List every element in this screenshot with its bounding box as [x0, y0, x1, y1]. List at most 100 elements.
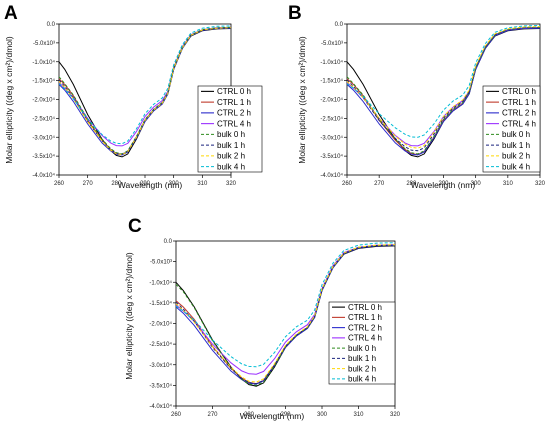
panel-c-series-line	[176, 244, 395, 383]
panel-a-y-tick-label: -1.0x10⁴	[32, 59, 55, 66]
panel-a-y-tick-label: -2.0x10⁴	[32, 97, 55, 104]
panel-a-x-tick-label: 280	[111, 181, 122, 187]
panel-b-series-line	[347, 27, 540, 156]
panel-c: C Wavelength (nm) Molar ellipticity ((de…	[124, 216, 401, 421]
panel-a-x-tick-label: 270	[83, 181, 94, 187]
panel-a-legend-label: bulk 0 h	[217, 130, 245, 139]
panel-c-x-tick-label: 280	[244, 412, 255, 418]
panel-c-x-tick-label: 320	[390, 412, 401, 418]
panel-a-y-tick-label: 0.0	[47, 22, 56, 28]
panel-a-y-tick-label: -5.0x10³	[33, 41, 55, 47]
panel-a-legend-label: bulk 1 h	[217, 141, 245, 150]
panel-c-y-tick-label: -1.5x10⁴	[149, 300, 172, 307]
panel-b-legend-box	[482, 85, 541, 173]
panel-c-legend-label: bulk 2 h	[348, 364, 376, 373]
panel-b-x-tick-label: 320	[535, 181, 546, 187]
panel-b-x-tick-label: 260	[342, 181, 353, 187]
panel-b-x-tick-label: 300	[471, 181, 482, 187]
panel-a-series-line	[59, 25, 231, 145]
panel-a-y-tick-label: -2.5x10⁴	[32, 115, 55, 122]
panel-a-y-tick-label: -4.0x10⁴	[32, 172, 55, 179]
panel-c-legend-label: bulk 4 h	[348, 375, 376, 384]
panel-c-series-group	[176, 242, 395, 387]
panel-b-y-tick-label: -4.0x10⁴	[320, 172, 343, 179]
panel-c-legend-label: CTRL 1 h	[348, 313, 382, 322]
panel-b-series-line	[347, 26, 540, 155]
panel-b-y-tick-label: -1.5x10⁴	[320, 78, 343, 85]
panel-a-x-tick-label: 320	[226, 181, 237, 187]
panel-c-y-tick-label: -2.0x10⁴	[149, 321, 172, 328]
panel-c-y-tick-label: -2.5x10⁴	[149, 341, 172, 348]
panel-c-x-tick-label: 270	[207, 412, 218, 418]
panel-b-series-line	[347, 25, 540, 138]
panel-b-x-tick-label: 310	[503, 181, 514, 187]
panel-c-legend-label: bulk 0 h	[348, 344, 376, 353]
panel-b-series-line	[347, 26, 540, 149]
panel-a-legend-label: bulk 2 h	[217, 152, 245, 161]
panel-b-series-group	[347, 25, 540, 158]
panel-a-series-line	[59, 27, 231, 156]
panel-b-y-tick-label: -5.0x10³	[321, 41, 343, 47]
panel-a-series-line	[59, 26, 231, 155]
panel-c-x-tick-label: 310	[353, 412, 364, 418]
panel-a-x-tick-label: 290	[140, 181, 151, 187]
panel-b-letter: B	[288, 3, 302, 24]
panel-c-y-tick-label: -5.0x10³	[150, 260, 172, 266]
panel-c-legend-label: CTRL 0 h	[348, 303, 382, 312]
panel-b-legend-label: CTRL 2 h	[502, 109, 536, 118]
panel-b-legend-label: bulk 2 h	[502, 152, 530, 161]
panel-a-legend-label: bulk 4 h	[217, 162, 245, 171]
panel-b-y-axis-label: Molar ellipticity ((deg x cm²)/dmol)	[297, 36, 307, 164]
panel-a-x-tick-label: 300	[169, 181, 180, 187]
panel-b-legend-label: bulk 1 h	[502, 141, 530, 150]
panel-a-letter: A	[4, 3, 18, 24]
panel-c-legend-box	[328, 301, 396, 385]
panel-c-letter: C	[128, 216, 142, 237]
panel-c-y-tick-label: -3.0x10⁴	[149, 362, 172, 369]
panel-b-legend-label: CTRL 1 h	[502, 98, 536, 107]
panel-a-x-tick-label: 310	[197, 181, 208, 187]
panel-c-y-tick-label: -4.0x10⁴	[149, 403, 172, 410]
panel-b-y-tick-label: -2.0x10⁴	[320, 97, 343, 104]
panel-a-y-axis-label: Molar ellipticity ((deg x cm²)/dmol)	[4, 36, 14, 164]
panel-a-plot-area: 260 270 280 290 300 310 320 0.0 -5.0x10³ -1.0x10⁴…	[32, 22, 263, 187]
panel-c-x-tick-label: 260	[171, 412, 182, 418]
panel-a-y-tick-label: -3.5x10⁴	[32, 153, 55, 160]
panel-c-x-tick-label: 290	[280, 412, 291, 418]
panel-a: A Wavelength (nm) Molar ellipticity ((de…	[4, 3, 263, 190]
panel-a-x-axis-label: Wavelength (nm)	[118, 180, 183, 190]
panel-b-x-axis-label: Wavelength (nm)	[411, 180, 476, 190]
panel-b-x-tick-label: 270	[374, 181, 385, 187]
panel-a-legend-label: CTRL 2 h	[217, 109, 251, 118]
panel-a-series-group	[59, 25, 231, 158]
panel-a-y-tick-label: -3.0x10⁴	[32, 134, 55, 141]
panel-b-legend-label: bulk 0 h	[502, 130, 530, 139]
panel-b-x-tick-label: 290	[438, 181, 449, 187]
panel-b-legend-label: CTRL 4 h	[502, 119, 536, 128]
panel-c-legend-label: CTRL 2 h	[348, 323, 382, 332]
panel-b-y-tick-label: -2.5x10⁴	[320, 115, 343, 122]
panel-b-legend-label: bulk 4 h	[502, 162, 530, 171]
panel-b-series-line	[347, 26, 540, 152]
panel-c-x-axis-label: Wavelength (nm)	[240, 411, 305, 421]
panel-c-legend-label: CTRL 4 h	[348, 334, 382, 343]
panel-c-y-tick-label: -1.0x10⁴	[149, 279, 172, 286]
panel-a-legend-box	[197, 85, 263, 173]
panel-a-x-tick-label: 260	[54, 181, 65, 187]
panel-a-legend-label: CTRL 0 h	[217, 87, 251, 96]
panel-c-series-line	[176, 242, 395, 368]
panel-c-x-tick-label: 300	[317, 412, 328, 418]
panel-a-legend-label: CTRL 1 h	[217, 98, 251, 107]
panel-b-legend-label: CTRL 0 h	[502, 87, 536, 96]
panel-b-y-tick-label: -3.0x10⁴	[320, 134, 343, 141]
panel-b: B Wavelength (nm) Molar ellipticity ((de…	[288, 3, 546, 190]
panel-a-legend-label: CTRL 4 h	[217, 119, 251, 128]
panel-a-y-tick-label: -1.5x10⁴	[32, 78, 55, 85]
panel-c-y-axis-label: Molar ellipticity ((deg x cm²)/dmol)	[124, 252, 134, 380]
panel-c-y-tick-label: -3.5x10⁴	[149, 382, 172, 389]
panel-b-y-tick-label: -1.0x10⁴	[320, 59, 343, 66]
